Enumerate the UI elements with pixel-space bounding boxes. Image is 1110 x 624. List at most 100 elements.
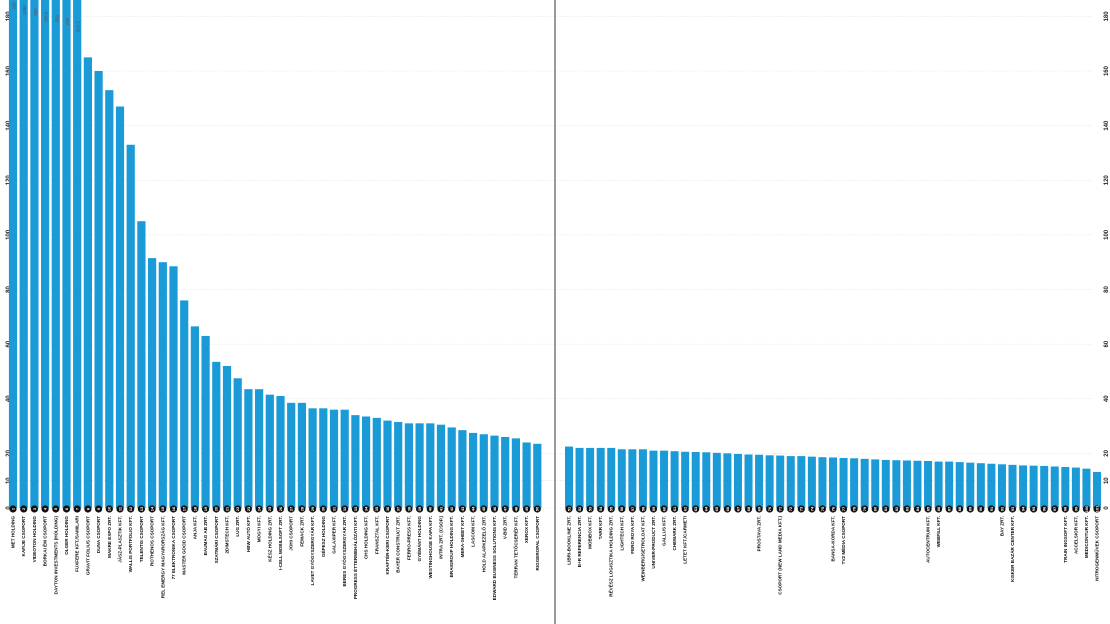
left-category-label: MERA-SHEET KFT. bbox=[460, 516, 465, 557]
left-bar bbox=[233, 378, 242, 508]
right-bar bbox=[902, 460, 911, 508]
rank-marker bbox=[362, 505, 370, 513]
left-category-label: HBW AUTÓ KFT. bbox=[244, 516, 251, 552]
bar-value-label: 203.3 bbox=[76, 21, 81, 33]
rank-number: 101 bbox=[1094, 505, 1099, 512]
rank-marker bbox=[62, 505, 71, 513]
rank-marker bbox=[84, 505, 92, 513]
y-tick-label-right: 80 bbox=[1104, 286, 1110, 293]
left-bar bbox=[8, 0, 18, 508]
rank-number: 64 bbox=[704, 506, 709, 511]
rank-number: 11 bbox=[117, 506, 122, 511]
left-category-label: WESTINGHOUSE KAPA KFT. bbox=[428, 516, 433, 579]
left-bar bbox=[436, 424, 446, 508]
rank-number: 83 bbox=[904, 506, 909, 511]
rank-marker bbox=[276, 505, 285, 513]
bar-value-label: 383 bbox=[33, 8, 38, 16]
left-bar bbox=[276, 396, 285, 508]
left-category-label: LASCOM KFT. bbox=[471, 516, 476, 547]
rank-number: 46 bbox=[492, 506, 497, 511]
bar-value-label: 310 bbox=[54, 14, 59, 22]
left-category-label: FRANSZTAL KFT. bbox=[374, 516, 379, 554]
left-bar bbox=[522, 442, 531, 508]
rank-number: 15 bbox=[160, 506, 165, 511]
left-category-label: LUG ZRT. bbox=[235, 516, 240, 537]
rank-marker bbox=[913, 505, 922, 513]
rank-number: 79 bbox=[862, 506, 867, 511]
rank-marker bbox=[818, 505, 827, 513]
rank-number: 49 bbox=[524, 506, 529, 511]
rank-marker bbox=[903, 505, 911, 513]
right-bar bbox=[712, 452, 721, 508]
rank-marker bbox=[309, 505, 317, 513]
rank-number: 10 bbox=[107, 506, 112, 511]
rank-number: 51 bbox=[566, 506, 571, 511]
left-bar bbox=[533, 443, 542, 508]
rank-marker bbox=[575, 505, 584, 513]
left-bar bbox=[458, 430, 467, 508]
rank-marker bbox=[744, 505, 753, 513]
left-bar bbox=[426, 423, 435, 508]
gridlines bbox=[8, 16, 1092, 509]
left-bar bbox=[222, 365, 232, 508]
left-category-label: FEMACK ZRT. bbox=[299, 516, 304, 547]
rank-number: 96 bbox=[1042, 506, 1047, 511]
rank-number: 75 bbox=[820, 506, 825, 511]
left-bar bbox=[201, 335, 210, 508]
rank-marker bbox=[223, 505, 231, 513]
rank-number: 97 bbox=[1052, 506, 1057, 511]
right-category-label: ACCELSIOR KFT. bbox=[1073, 516, 1078, 554]
left-category-label: EDWARD BUSINESS SOLUTIONS KFT. bbox=[492, 516, 497, 600]
right-bar bbox=[1040, 465, 1049, 508]
rank-marker bbox=[966, 505, 974, 513]
left-bar bbox=[19, 0, 28, 508]
rank-number: 65 bbox=[714, 506, 719, 511]
rank-marker bbox=[437, 505, 445, 513]
rank-marker bbox=[956, 505, 964, 513]
left-bar bbox=[30, 0, 39, 508]
rank-number: 23 bbox=[246, 506, 251, 511]
bar-value-label: 365.5 bbox=[44, 11, 49, 23]
rank-number: 29 bbox=[310, 506, 315, 511]
rank-number: 70 bbox=[767, 506, 772, 511]
rank-number: 22 bbox=[235, 506, 240, 511]
left-category-label: GÉPESZ HOLDING bbox=[319, 516, 326, 558]
right-category-label: WEINBERG/SETROLOAT KFT. bbox=[640, 516, 645, 582]
left-bar bbox=[469, 432, 478, 508]
left-bar bbox=[148, 258, 157, 508]
rank-number: 3 bbox=[32, 507, 37, 510]
left-bar bbox=[297, 402, 306, 508]
bars: 1 2 3 4 5 6 7 8 9 10 11 12 13 14 15 16 17 18 19 20 21 22 23 24 2… bbox=[8, 0, 1101, 513]
y-tick-label-right: 140 bbox=[1104, 120, 1110, 131]
left-bar bbox=[404, 423, 413, 508]
left-category-label: MAKRE EXPO ZRT. bbox=[107, 516, 112, 558]
rank-marker bbox=[105, 505, 113, 513]
right-category-label: B+R REFERENCIA ZRT. bbox=[577, 516, 582, 567]
rank-number: 92 bbox=[999, 506, 1004, 511]
rank-marker bbox=[298, 505, 306, 513]
rank-number: 56 bbox=[619, 506, 624, 511]
rank-marker bbox=[533, 505, 541, 513]
left-category-label: BORKAI ÉM CSOPORT bbox=[41, 516, 48, 566]
rank-number: 41 bbox=[438, 506, 443, 511]
rank-number: 59 bbox=[651, 506, 656, 511]
rank-number: 19 bbox=[203, 506, 208, 511]
rank-marker bbox=[148, 505, 156, 513]
right-bar bbox=[881, 459, 890, 508]
rank-marker bbox=[266, 505, 274, 513]
right-category-label: PROSTAVA ZRT. bbox=[757, 516, 762, 551]
right-bar bbox=[755, 454, 764, 508]
right-bar bbox=[860, 458, 869, 508]
right-bar bbox=[987, 463, 996, 508]
rank-marker bbox=[713, 505, 721, 513]
rank-marker bbox=[565, 505, 573, 513]
rank-number: 77 bbox=[841, 506, 846, 511]
rank-marker bbox=[924, 505, 932, 513]
left-bar bbox=[265, 394, 274, 508]
rank-marker bbox=[234, 505, 242, 513]
rank-number: 7 bbox=[75, 507, 80, 510]
rank-number: 48 bbox=[513, 506, 518, 511]
rank-number: 84 bbox=[915, 506, 920, 511]
rank-number: 14 bbox=[150, 506, 155, 511]
